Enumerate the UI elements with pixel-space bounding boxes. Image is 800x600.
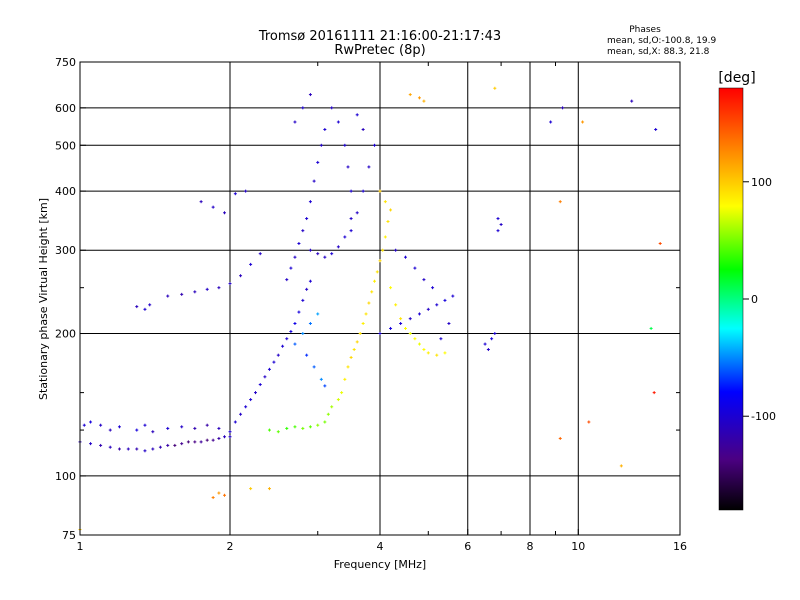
grid-lines	[80, 62, 680, 535]
y-tick-label: 100	[55, 470, 76, 483]
colorbar-tick-label: -100	[751, 410, 776, 423]
y-axis-ticks: 75 100 200 300 400 500 600 750	[55, 56, 680, 542]
data-points	[78, 86, 662, 532]
y-axis-label: Stationary phase Virtual Height [km]	[37, 198, 50, 400]
y-tick-label: 200	[55, 328, 76, 341]
colorbar-tick-label: 100	[751, 176, 772, 189]
y-tick-label: 400	[55, 185, 76, 198]
x-tick-label: 6	[464, 540, 471, 553]
annotation-line-x: mean, sd,X: 88.3, 21.8	[607, 47, 710, 57]
y-tick-label: 75	[62, 529, 76, 542]
y-tick-label: 600	[55, 102, 76, 115]
x-tick-label: 8	[527, 540, 534, 553]
y-tick-label: 750	[55, 56, 76, 69]
x-tick-label: 1	[77, 540, 84, 553]
colorbar-ticks: 100 0 -100	[743, 176, 776, 423]
colorbar-tick-label: 0	[751, 293, 758, 306]
colorbar	[718, 87, 744, 511]
x-axis-ticks: 1 2 4 6 8 10 16	[77, 62, 687, 553]
x-tick-label: 4	[377, 540, 384, 553]
x-tick-label: 2	[227, 540, 234, 553]
colorbar-label: [deg]	[718, 70, 755, 86]
chart-title: Tromsø 20161111 21:16:00-21:17:43	[258, 29, 501, 44]
annotation-line-o: mean, sd,O:-100.8, 19.9	[607, 36, 717, 46]
x-tick-label: 16	[673, 540, 687, 553]
chart-subtitle: RwPretec (8p)	[334, 43, 425, 58]
x-tick-label: 10	[571, 540, 585, 553]
x-axis-label: Frequency [MHz]	[334, 558, 426, 571]
annotation-title: Phases	[629, 25, 661, 35]
y-tick-label: 300	[55, 244, 76, 257]
y-tick-label: 500	[55, 139, 76, 152]
